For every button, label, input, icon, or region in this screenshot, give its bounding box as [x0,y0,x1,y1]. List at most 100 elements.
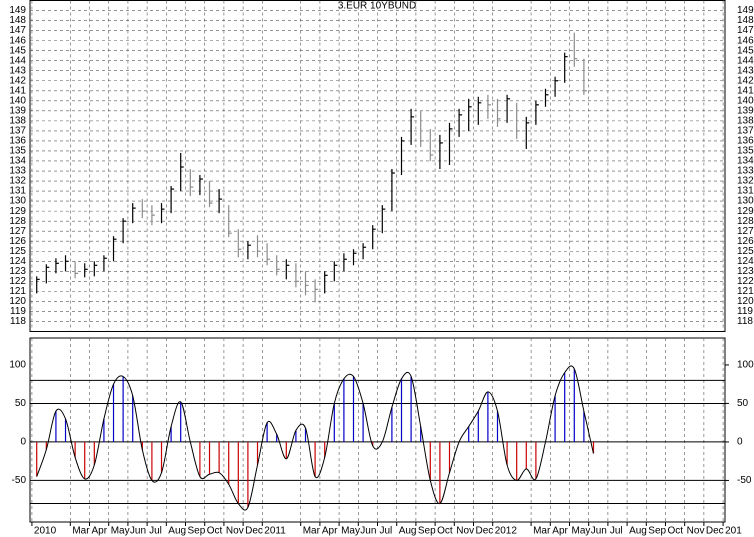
x-tick-label: Jul [149,526,162,537]
y-tick-label-left: 149 [9,5,26,16]
x-tick-label: 2010 [34,526,57,537]
x-tick-label: Dec [706,526,724,537]
y-tick-label-left: 148 [9,15,26,26]
y-tick-label-left: 140 [9,95,26,106]
x-tick-label: Apr [92,526,108,537]
y-tick-label-right: 100 [737,360,754,371]
y-tick-label-left: 120 [9,296,26,307]
y-tick-label-right: 0 [737,437,743,448]
x-tick-label: May [111,526,130,537]
y-tick-label-right: 132 [737,176,754,187]
y-tick-label-left: 146 [9,35,26,46]
y-tick-label-left: 119 [10,306,26,317]
x-tick-label: Dec [245,526,263,537]
y-tick-label-right: 145 [737,45,754,56]
x-tick-label: Sep [648,526,666,537]
y-tick-label-right: 126 [737,236,754,247]
y-tick-label-right: 118 [737,316,753,327]
y-tick-label-left: 138 [9,116,26,127]
x-tick-label: Aug [168,526,186,537]
y-tick-label-left: 142 [9,75,26,86]
x-tick-label: Aug [399,526,417,537]
y-tick-label-right: 121 [737,286,754,297]
y-tick-label-right: 143 [737,65,754,76]
y-tick-label-right: 127 [737,226,754,237]
y-tick-label-right: 137 [737,126,754,137]
y-tick-label-right: 125 [737,246,754,257]
chart-title: 3.EUR 10YBUND [338,1,416,12]
x-tick-label: Mar [533,526,551,537]
y-tick-label-left: 132 [9,176,26,187]
y-tick-label-left: 122 [9,276,26,287]
y-tick-label-right: 139 [737,105,754,116]
x-tick-label: Nov [456,526,474,537]
x-tick-label: Jun [591,526,607,537]
oscillator-line [36,365,594,511]
x-tick-label: Jul [380,526,393,537]
y-tick-label-right: 140 [737,95,754,106]
y-tick-label-right: 135 [737,146,754,157]
y-tick-label-left: 131 [9,186,26,197]
x-tick-label: Oct [437,526,453,537]
y-tick-label-right: 148 [737,15,754,26]
x-tick-label: Mar [72,526,90,537]
y-tick-label-left: 134 [9,156,26,167]
x-tick-label: Nov [687,526,705,537]
x-tick-label: Sep [418,526,436,537]
y-tick-label-left: 127 [9,226,26,237]
y-tick-label-left: 50 [15,398,27,409]
y-tick-label-left: 121 [9,286,26,297]
y-tick-label-left: 141 [9,85,26,96]
y-tick-label-left: 133 [9,166,26,177]
y-tick-label-left: 126 [9,236,26,247]
y-tick-label-left: 145 [9,45,26,56]
y-tick-label-right: 149 [737,5,754,16]
x-tick-label: Dec [475,526,493,537]
y-tick-label-right: 130 [737,196,754,207]
y-tick-label-right: -50 [737,475,752,486]
y-tick-label-right: 120 [737,296,754,307]
y-tick-label-right: 124 [737,256,754,267]
x-tick-label: 2011 [264,526,286,537]
y-tick-label-right: 122 [737,276,754,287]
y-tick-label-left: 0 [20,437,26,448]
y-tick-label-right: 129 [737,206,754,217]
y-tick-label-left: 136 [9,136,26,147]
y-tick-label-right: 128 [737,216,754,227]
y-tick-label-left: 100 [9,360,26,371]
y-tick-label-right: 136 [737,136,754,147]
y-tick-label-left: 147 [9,25,26,36]
x-tick-label: Jul [610,526,623,537]
x-tick-label: Nov [226,526,244,537]
x-tick-label: Sep [188,526,206,537]
x-tick-label: May [571,526,590,537]
x-tick-label: Apr [552,526,568,537]
y-tick-label-left: -50 [12,475,27,486]
x-tick-label: May [341,526,360,537]
y-tick-label-left: 118 [10,316,26,327]
y-tick-label-left: 128 [9,216,26,227]
y-tick-label-left: 129 [9,206,26,217]
x-tick-label: 201 [725,526,742,537]
y-tick-label-right: 133 [737,166,754,177]
y-tick-label-right: 134 [737,156,754,167]
x-tick-label: Oct [667,526,683,537]
y-tick-label-right: 138 [737,116,754,127]
y-tick-label-right: 146 [737,35,754,46]
y-tick-label-left: 144 [9,55,26,66]
x-tick-label: Jun [130,526,146,537]
y-tick-label-right: 50 [737,398,749,409]
x-tick-label: Aug [629,526,647,537]
y-tick-label-left: 130 [9,196,26,207]
y-tick-label-right: 141 [737,85,754,96]
y-tick-label-right: 147 [737,25,754,36]
y-tick-label-right: 123 [737,266,754,277]
x-tick-label: Mar [303,526,321,537]
y-tick-label-left: 135 [9,146,26,157]
x-tick-label: Apr [322,526,338,537]
y-tick-label-left: 143 [9,65,26,76]
y-tick-label-right: 144 [737,55,754,66]
y-tick-label-left: 139 [9,105,26,116]
